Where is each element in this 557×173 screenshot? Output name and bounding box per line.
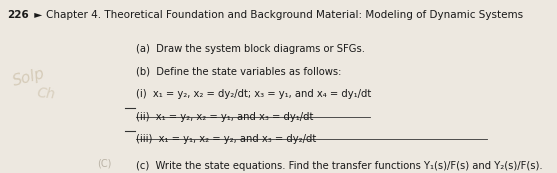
Text: Ch: Ch xyxy=(36,86,56,102)
Text: (c)  Write the state equations. Find the transfer functions Y₁(s)/F(s) and Y₂(s): (c) Write the state equations. Find the … xyxy=(136,161,543,171)
Text: (i)  x₁ = y₂, x₂ = dy₂/dt; x₃ = y₁, and x₄ = dy₁/dt: (i) x₁ = y₂, x₂ = dy₂/dt; x₃ = y₁, and x… xyxy=(136,89,372,99)
Text: (iii)  x₁ = y₁, x₂ = y₂, and x₃ = dy₂/dt: (iii) x₁ = y₁, x₂ = y₂, and x₃ = dy₂/dt xyxy=(136,134,317,144)
Text: (b)  Define the state variables as follows:: (b) Define the state variables as follow… xyxy=(136,67,342,77)
Text: ►: ► xyxy=(31,10,45,20)
Text: Solp: Solp xyxy=(11,66,47,89)
Text: (a)  Draw the system block diagrams or SFGs.: (a) Draw the system block diagrams or SF… xyxy=(136,44,365,54)
Text: 226: 226 xyxy=(7,10,28,20)
Text: Chapter 4. Theoretical Foundation and Background Material: Modeling of Dynamic S: Chapter 4. Theoretical Foundation and Ba… xyxy=(46,10,524,20)
Text: (C): (C) xyxy=(97,158,112,168)
Text: (ii)  x₁ = y₂, x₂ = y₁, and x₃ = dy₁/dt: (ii) x₁ = y₂, x₂ = y₁, and x₃ = dy₁/dt xyxy=(136,112,314,122)
